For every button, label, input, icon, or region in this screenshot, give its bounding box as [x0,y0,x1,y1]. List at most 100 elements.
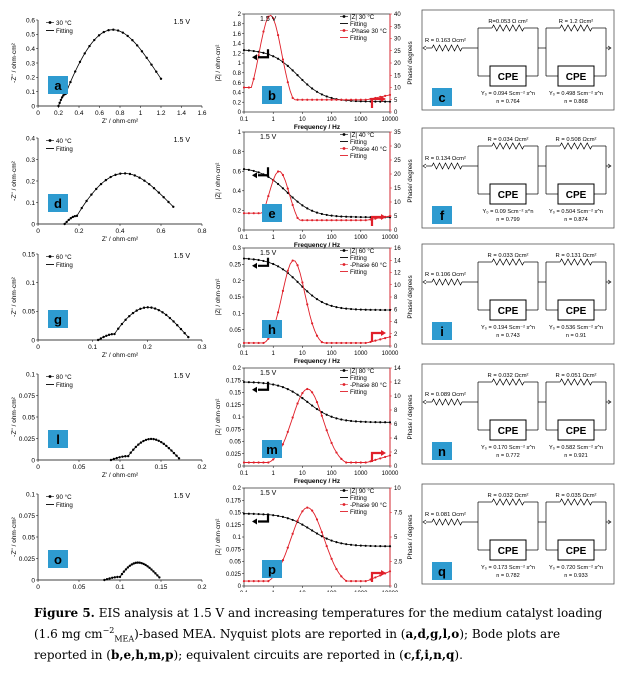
nyquist-x-tick-label: 0.15 [155,584,168,591]
bode-phase-point [374,576,377,579]
panel-letter-q-box [432,562,452,580]
nyquist-x-tick-label: 0.8 [197,228,206,235]
nyquist-x-tick-label: 0.05 [73,464,86,471]
nyquist-data-point [83,52,86,55]
nyquist-data-point [150,63,153,66]
nyquist-data-point [109,458,113,462]
bode-legend-z-marker [342,369,346,372]
bode-phase-point [257,54,260,57]
bode-left-tick-label: 0.025 [226,572,242,578]
bode-z-point [311,294,314,297]
bode-left-tick-label: 0.1 [233,415,242,421]
bode-legend-phase-fit: Fitting [350,389,367,396]
bode-phase-point [320,414,323,417]
nyquist-data-point [69,217,73,220]
bode-z-point [320,411,323,414]
bode-z-point [388,308,392,312]
bode-z-point [349,419,353,423]
circuit-terminal-left-icon [422,519,427,525]
panel-letter-q: q [438,564,446,579]
bode-left-tick-label: 1.6 [233,32,242,38]
nyquist-x-tick-label: 1.2 [156,110,165,117]
bode-phase-point [345,341,348,345]
bode-phase-point [281,289,285,292]
bode-x-tick-label: 10000 [382,471,399,477]
bode-phase-point [306,506,309,509]
nyquist-x-tick-label: 1.6 [197,110,206,117]
bode-legend-phase-fit: Fitting [350,35,367,42]
nyquist-data-point [102,30,106,34]
nyquist-voltage-label: 1.5 V [174,19,191,26]
bode-right-tick-label: 5 [394,535,398,541]
bode-phase-point [311,509,314,512]
bode-phase-point [354,341,358,345]
bode-z-point [359,544,362,547]
bode-left-arrow-icon [258,257,270,267]
bode-right-tick-label: 10 [394,486,401,492]
nyquist-x-tick-label: 0.4 [115,228,124,235]
bode-phase-point [291,96,294,100]
nyquist-data-point [162,196,165,199]
caption-text-5: ). [454,648,463,663]
bode-phase-point [281,173,285,177]
bode-phase-point [315,98,319,101]
nyquist-voltage-label: 1.5 V [174,137,191,144]
nyquist-y-tick-label: 0.1 [26,491,35,498]
bode-z-point [384,100,387,103]
bode-plot-e: 0.1 1 10 100 1000 1000000.20.40.60.8105101520… [215,130,414,249]
bode-left-tick-label: 0.15 [229,295,241,301]
bode-phase-point [340,457,343,460]
bode-phase-point [281,443,285,446]
bode-right-tick-label: 30 [394,144,401,150]
bode-phase-point [364,98,367,101]
bode-legend-phase: -Phase 80 °C [350,382,387,389]
nyquist-data-point [176,323,179,327]
bode-phase-point [281,559,285,562]
nyquist-data-point [154,438,158,441]
bode-legend-phase: -Phase 40 °C [350,146,387,153]
nyquist-x-tick-label: 0.1 [115,464,124,471]
bode-left-tick-label: 0 [238,584,242,590]
nyquist-data-point [162,442,165,446]
bode-phase-point [315,401,319,404]
nyquist-y-tick-label: 0.3 [26,60,35,67]
bode-voltage-label: 1.5 V [260,490,277,497]
circuit-n-label-2: n = 0.874 [564,217,587,223]
circuit-resistor-1 [491,142,525,150]
bode-left-label: |Z| / ohm·cm² [215,279,222,316]
nyquist-data-point [167,200,170,204]
circuit-resistor-2 [559,498,593,506]
nyquist-data-point [132,562,135,565]
nyquist-legend-data-marker [48,255,52,258]
circuit-n: R = 0.089 Ωcm² R = 0.032 Ωcm² CPE Y₀ = 0.17… [421,363,615,465]
bode-phase-point [306,219,309,222]
bode-left-label: |Z| / ohm·cm² [215,399,222,436]
bode-phase-point [301,219,304,222]
bode-legend-z-fit: Fitting [350,255,367,262]
panel-letter-g-box [48,310,68,328]
nyquist-data-point [172,205,175,208]
bode-right-tick-label: 6 [394,307,398,313]
panel-letter-a: a [54,78,62,93]
bode-phase-point [349,219,353,222]
bode-x-label: Frequency / Hz [294,242,341,249]
bode-left-tick-label: 0.2 [233,279,242,285]
bode-z-point [276,514,280,518]
circuit-resistor-2 [559,142,593,150]
bode-z-point [315,407,319,411]
nyquist-x-tick-label: 0.1 [115,584,124,591]
nyquist-data-point [128,564,132,567]
bode-phase-point [349,98,353,101]
bode-right-arrow-head-icon [381,570,386,576]
bode-x-label: Frequency / Hz [294,124,341,131]
bode-z-point [296,280,299,284]
bode-legend-phase-marker [342,263,346,266]
bode-phase-point [276,170,280,173]
nyquist-data-point [139,307,142,311]
nyquist-data-point [155,70,158,73]
bode-phase-point [379,338,382,341]
bode-right-tick-label: 5 [394,98,398,104]
bode-phase-point [296,519,299,522]
circuit-series-resistor [431,278,463,286]
nyquist-data-point [113,332,116,336]
